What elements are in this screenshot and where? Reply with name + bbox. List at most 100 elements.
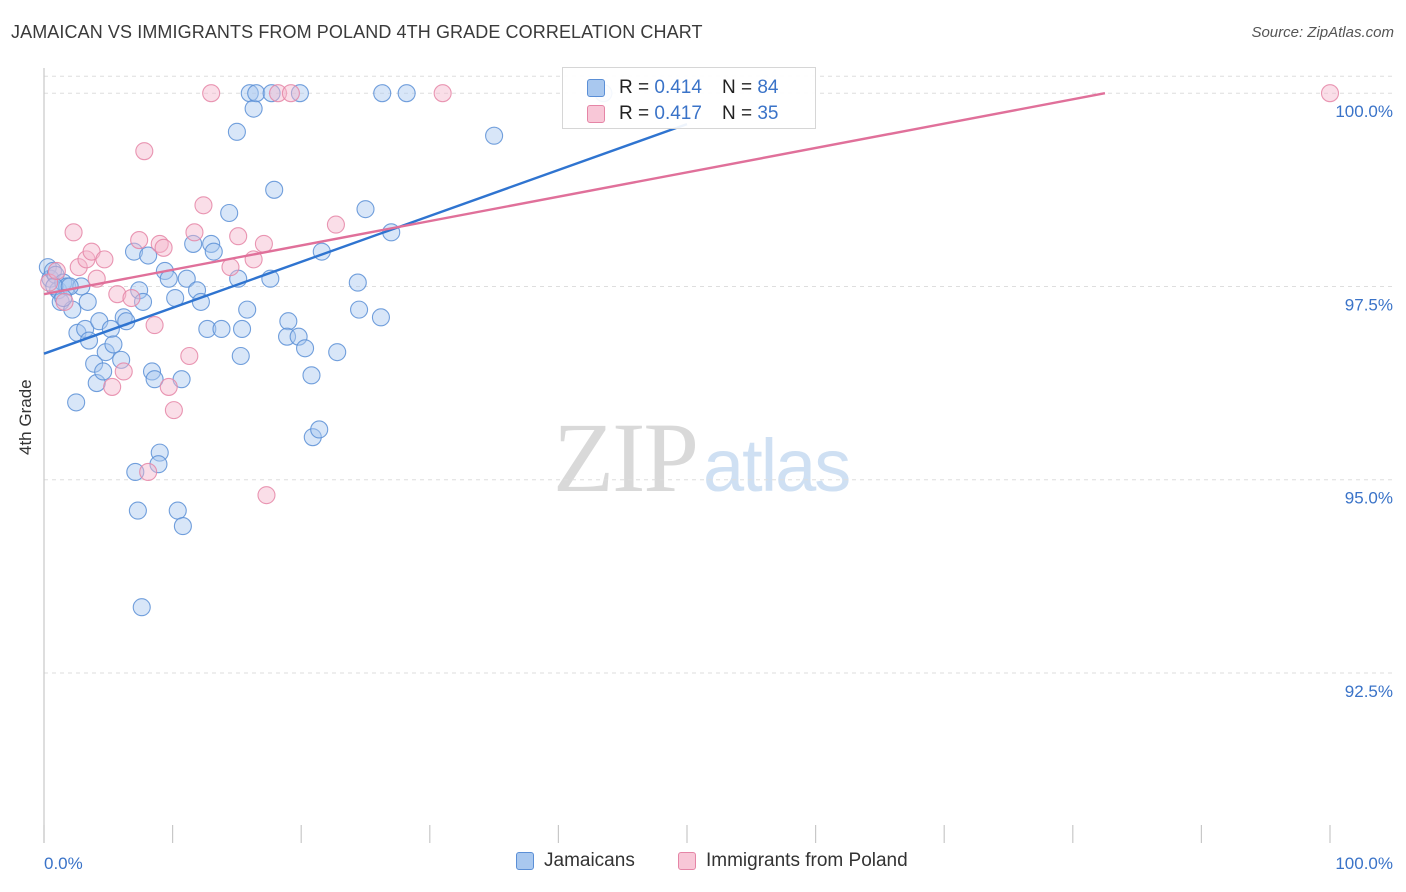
jamaican-point [232,319,252,339]
jamaican-point [310,420,329,439]
chart-title: JAMAICAN VS IMMIGRANTS FROM POLAND 4TH G… [11,22,703,42]
stat-r-label: R = [619,103,650,124]
jamaican-point [96,343,115,362]
poland-point [254,234,273,253]
x-tick-label: 100.0% [1335,854,1393,873]
y-tick-label: 97.5% [1345,295,1393,314]
legend-item-poland[interactable]: Immigrants from Poland [678,850,908,872]
poland-point [122,288,141,308]
watermark-zip: ZIP [553,402,699,513]
poland-point [130,231,149,250]
points-layer [38,84,1340,617]
jamaican-point [373,84,392,103]
jamaican-point [133,292,153,311]
stat-n-value: 35 [757,103,779,124]
poland-point [154,238,173,257]
stat-r-label: R = [619,77,650,98]
trend-layer [43,92,1106,355]
poland-point [47,261,66,281]
jamaican-point [126,462,145,482]
watermark: ZIPatlas [553,400,851,515]
jamaican-point [145,370,164,389]
stat-n-label: N = [721,103,753,124]
jamaican-point [220,203,239,223]
jamaican-point [247,84,266,103]
jamaican-point [168,501,187,520]
jamaican-point [231,346,250,366]
watermark-atlas: atlas [703,424,851,507]
source-label: Source: ZipAtlas.com [1251,24,1394,41]
legend-swatch-pink [678,852,696,870]
legend-swatch-blue [516,852,534,870]
y-tick-label: 92.5% [1345,682,1393,701]
jamaican-point [371,308,390,327]
jamaican-point [177,269,196,288]
stat-swatch-pink [587,105,605,123]
poland-point [1320,84,1340,103]
jamaican-point [289,327,308,346]
poland-point [180,346,199,366]
poland-point [164,401,183,420]
stat-r-value: 0.414 [654,77,702,98]
poland-point [95,250,114,269]
jamaican-point [397,84,416,103]
stat-r-value: 0.417 [654,103,702,124]
poland-point [257,486,276,505]
y-tick-label: 100.0% [1335,102,1393,121]
poland-point [159,377,178,396]
poland-point [269,84,288,103]
jamaican-point [104,335,123,354]
poland-trendline [43,92,1106,296]
poland-point [194,196,213,215]
jamaican-point [150,443,169,462]
jamaican-point [87,374,106,393]
jamaican-point [132,598,151,617]
stat-n-value: 84 [757,77,779,98]
poland-point [135,142,154,161]
jamaican-point [173,517,192,536]
poland-point [103,377,122,396]
jamaican-point [128,501,147,520]
legend-item-jamaicans[interactable]: Jamaicans [516,850,635,872]
jamaican-point [212,319,231,339]
jamaican-point [76,319,95,339]
jamaican-point [350,300,369,319]
poland-point [114,362,133,381]
jamaican-point [112,350,131,369]
jamaican-trendline [43,122,688,355]
legend-label-poland: Immigrants from Poland [706,850,908,871]
jamaican-point [184,234,203,253]
poland-point [202,84,221,103]
jamaican-point [238,300,257,319]
correlation-legend: R = 0.414 N = 84 R = 0.417 N = 35 [562,67,816,129]
jamaican-point [348,273,367,292]
poland-point [139,462,158,482]
jamaican-point [130,281,149,300]
stat-row-jamaicans: R = 0.414 N = 84 [587,75,778,101]
jamaican-point [198,319,217,339]
poland-point [64,223,83,242]
y-tick-label: 95.0% [1345,489,1393,508]
legend-label-jamaicans: Jamaicans [544,850,635,871]
jamaican-point [262,84,281,103]
jamaican-point [149,455,168,474]
poland-point [229,227,248,246]
poland-point [108,285,127,304]
jamaican-point [204,242,223,261]
jamaican-point [244,99,263,118]
jamaican-point [240,84,259,103]
jamaican-point [328,343,347,362]
jamaican-point [279,312,298,331]
y-axis-title: 4th Grade [16,379,35,455]
poland-point [326,215,345,234]
stat-n-label: N = [721,77,753,98]
jamaican-point [67,393,86,412]
series-legend: Jamaicans Immigrants from Poland [0,850,1406,880]
x-tick-label: 0.0% [44,854,83,873]
jamaican-point [227,122,246,141]
jamaican-point [78,292,97,311]
jamaican-point [485,126,504,145]
jamaican-point [302,366,321,385]
label-layer: 92.5% 95.0% 97.5% 100.0% 0.0% 100.0% [44,102,1393,873]
